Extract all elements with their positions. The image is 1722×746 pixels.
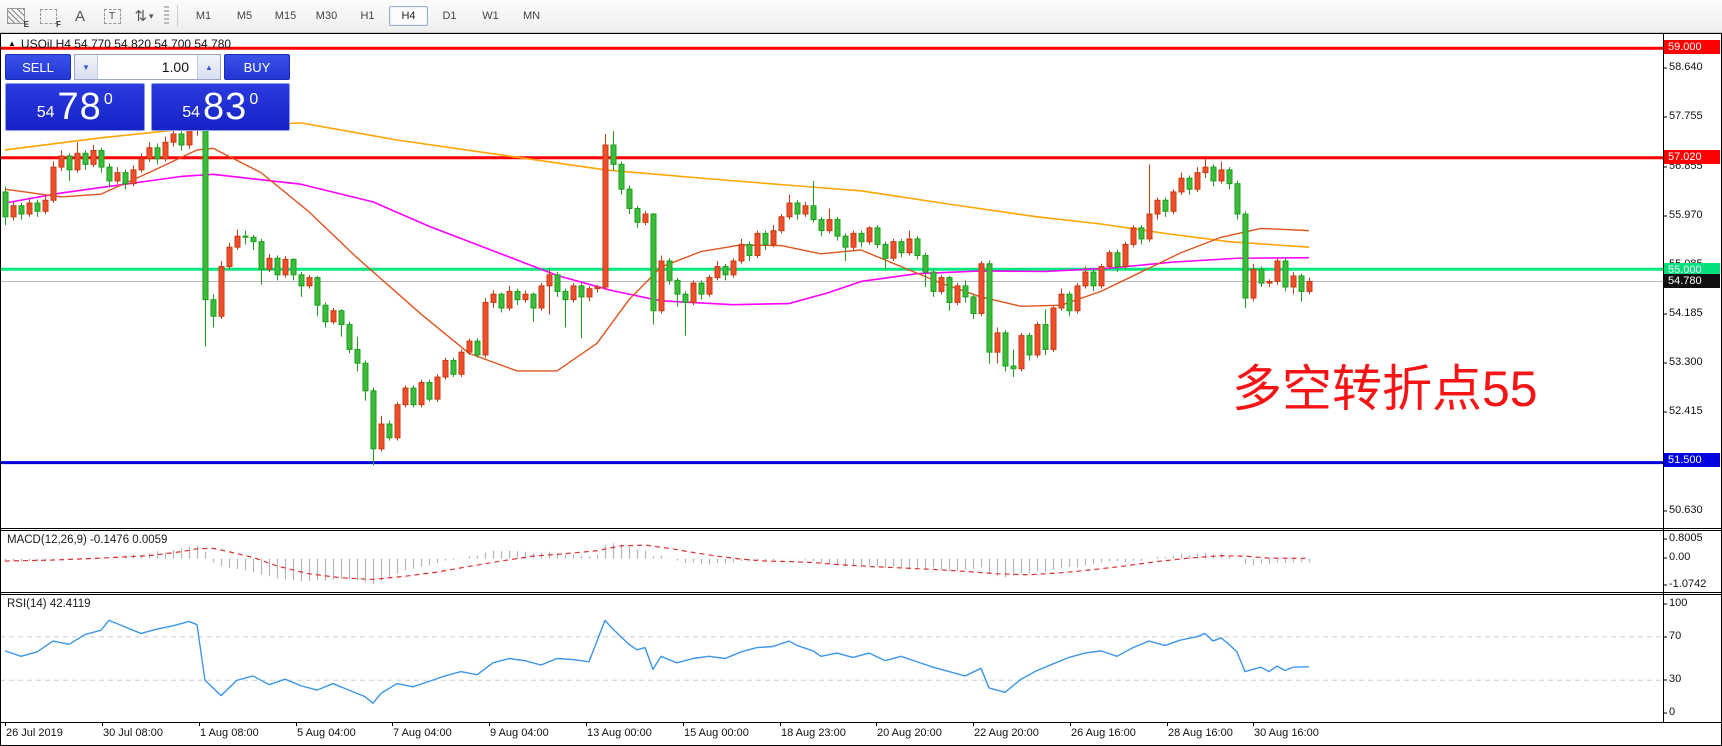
macd-axis-label: -1.0742 (1669, 578, 1707, 590)
time-axis-label: 30 Aug 16:00 (1254, 727, 1319, 739)
tf-button-d1[interactable]: D1 (442, 10, 457, 22)
time-axis-label: 28 Aug 16:00 (1168, 727, 1233, 739)
tf-button-h1[interactable]: H1 (360, 10, 375, 22)
rsi-axis-label: 0 (1669, 706, 1676, 718)
rsi-axis-label: 70 (1669, 630, 1682, 642)
indicators-icon[interactable]: E (3, 4, 29, 29)
sell-price-tile[interactable]: 54 78 0 (5, 83, 145, 131)
time-axis-label: 7 Aug 04:00 (393, 727, 452, 739)
price-axis-label: 52.415 (1669, 405, 1703, 417)
time-axis-label: 20 Aug 20:00 (877, 727, 942, 739)
price-axis-label: 57.755 (1669, 110, 1703, 122)
price-axis-label: 50.630 (1669, 504, 1703, 516)
buy-button[interactable]: BUY (224, 54, 290, 80)
symbol-ohlc-text: USOil,H4 54.770 54.820 54.700 54.780 (20, 37, 232, 51)
price-level-badge: 57.020 (1664, 150, 1720, 164)
chart-annotation-text: 多空转折点55 (1232, 361, 1538, 417)
time-axis-label: 15 Aug 00:00 (684, 727, 749, 739)
toolbar-separator (177, 5, 178, 27)
price-level-badge: 55.000 (1664, 263, 1720, 277)
time-axis-label: 22 Aug 20:00 (974, 727, 1039, 739)
one-click-trading-panel: SELL ▼ 1.00 ▲ BUY 54 78 0 54 83 0 (5, 54, 290, 131)
price-level-badge: 54.780 (1664, 274, 1720, 288)
time-axis-label: 26 Jul 2019 (6, 727, 63, 739)
tf-button-m5[interactable]: M5 (236, 10, 253, 22)
price-axis-label: 58.640 (1669, 61, 1703, 73)
time-axis-label: 9 Aug 04:00 (490, 727, 549, 739)
rsi-label: RSI(14) 42.4119 (7, 598, 91, 610)
styles-icon[interactable]: F (35, 4, 61, 29)
arrange-icon[interactable]: ⇅ ▾ (134, 8, 154, 25)
timeframe-group: M1 M5 M15 M30 H1 H4 D1 W1 MN (183, 6, 552, 26)
sell-button[interactable]: SELL (5, 54, 71, 80)
time-axis-label: 18 Aug 23:00 (781, 727, 846, 739)
tf-button-mn[interactable]: MN (522, 10, 541, 22)
volume-increase-button[interactable]: ▲ (197, 55, 220, 79)
volume-input[interactable]: 1.00 (161, 59, 189, 75)
tf-button-m15[interactable]: M15 (274, 10, 297, 22)
tf-button-m1[interactable]: M1 (195, 10, 212, 22)
volume-spinbox: ▼ 1.00 ▲ (74, 54, 221, 80)
text-box-icon[interactable]: T (99, 4, 125, 28)
chart-collapse-icon[interactable]: ▲ (8, 39, 16, 48)
time-axis-label: 1 Aug 08:00 (200, 727, 259, 739)
macd-axis-label: 0.8005 (1669, 532, 1703, 544)
price-axis-label: 55.970 (1669, 209, 1703, 221)
tf-button-h4[interactable]: H4 (389, 6, 428, 26)
text-label-icon[interactable]: A (74, 7, 85, 25)
time-axis-label: 5 Aug 04:00 (297, 727, 356, 739)
price-axis-label: 54.185 (1669, 307, 1703, 319)
time-axis-label: 26 Aug 16:00 (1071, 727, 1136, 739)
volume-decrease-button[interactable]: ▼ (75, 55, 98, 79)
time-axis-label: 30 Jul 08:00 (103, 727, 163, 739)
toolbar-drag-handle[interactable] (164, 6, 169, 26)
buy-price-tile[interactable]: 54 83 0 (150, 83, 290, 131)
chart-title: ▲ USOil,H4 54.770 54.820 54.700 54.780 (8, 37, 231, 51)
rsi-axis-label: 30 (1669, 673, 1682, 685)
macd-axis-label: 0.00 (1669, 551, 1691, 563)
rsi-axis-label: 100 (1669, 597, 1688, 609)
chevron-down-icon: ▾ (149, 10, 154, 21)
price-axis-label: 53.300 (1669, 356, 1703, 368)
tf-button-m30[interactable]: M30 (315, 10, 338, 22)
macd-label: MACD(12,26,9) -0.1476 0.0059 (7, 534, 168, 546)
time-axis-label: 13 Aug 00:00 (587, 727, 652, 739)
tf-button-w1[interactable]: W1 (482, 10, 499, 22)
toolbar: E F A T ⇅ ▾ M1 M5 M15 M30 H1 H4 D1 W1 MN (0, 0, 1722, 33)
price-level-badge: 51.500 (1664, 453, 1720, 467)
price-level-badge: 59.000 (1664, 40, 1720, 54)
